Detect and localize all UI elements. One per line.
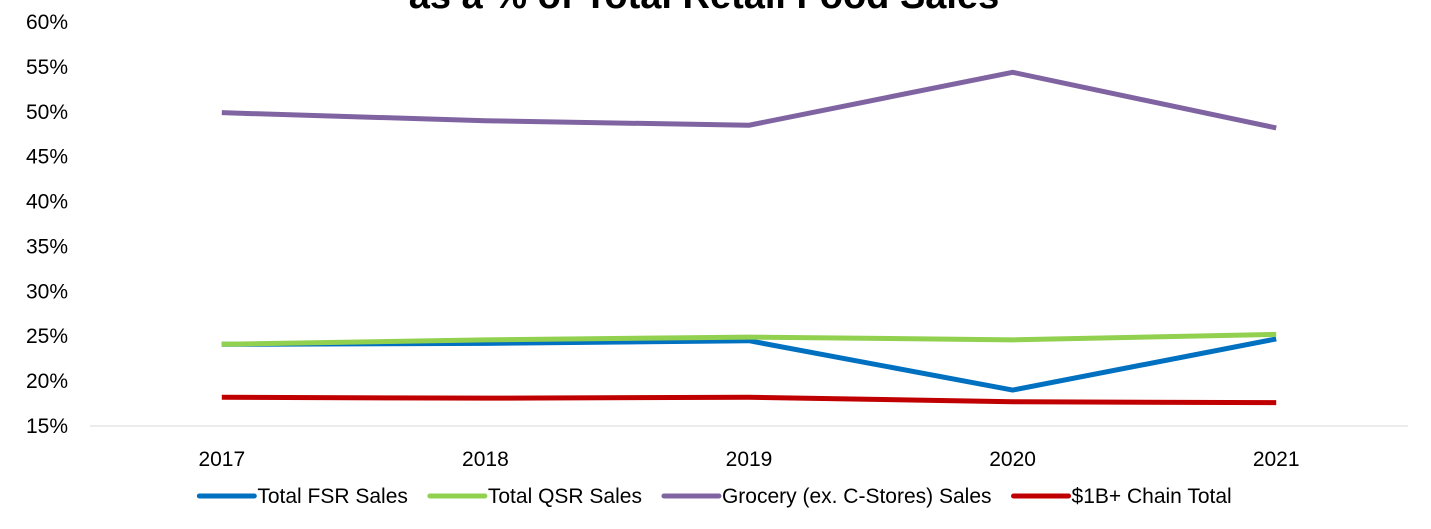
series-line	[221, 69, 1277, 131]
y-tick-label: 60%	[26, 11, 68, 34]
x-tick-label: 2017	[198, 448, 245, 471]
y-tick-label: 30%	[26, 280, 68, 303]
series-line	[221, 336, 1277, 393]
y-tick-label: 15%	[26, 415, 68, 438]
y-tick-label: 50%	[26, 101, 68, 124]
x-tick-label: 2018	[462, 448, 509, 471]
y-tick-label: 25%	[26, 325, 68, 348]
legend-label: $1B+ Chain Total	[1072, 485, 1232, 508]
y-tick-label: 55%	[26, 56, 68, 79]
y-tick-label: 35%	[26, 235, 68, 258]
x-tick-label: 2019	[726, 448, 773, 471]
y-tick-label: 20%	[26, 370, 68, 393]
legend-label: Grocery (ex. C-Stores) Sales	[722, 485, 992, 508]
chart-title: as a % of Total Retail Food Sales	[409, 0, 1000, 17]
x-tick-label: 2020	[989, 448, 1036, 471]
legend-label: Total QSR Sales	[488, 485, 642, 508]
y-tick-label: 40%	[26, 191, 68, 214]
y-tick-label: 45%	[26, 146, 68, 169]
series-line	[221, 394, 1277, 406]
x-tick-label: 2021	[1253, 448, 1300, 471]
series-line	[221, 331, 1277, 347]
legend-label: Total FSR Sales	[257, 485, 408, 508]
